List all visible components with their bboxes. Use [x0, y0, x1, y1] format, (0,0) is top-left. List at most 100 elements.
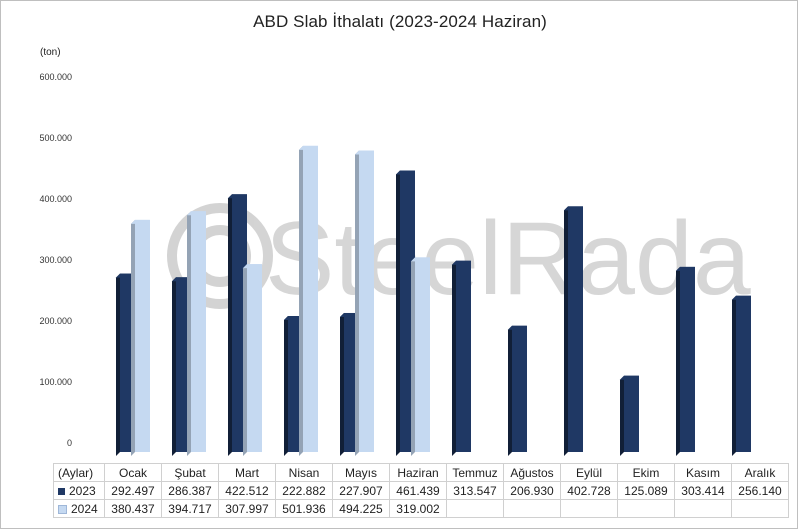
y-tick-label: 0 [67, 438, 72, 448]
bar-2023-Temmuz [452, 260, 471, 456]
bar-side-face [131, 219, 135, 456]
data-label: 313.547 [446, 481, 504, 500]
category-label: Temmuz [446, 463, 504, 482]
category-label: Mart [218, 463, 276, 482]
bar-front-face [247, 264, 262, 452]
category-label: Haziran [389, 463, 447, 482]
bar-2023-Kasım [676, 266, 695, 456]
category-label: Ekim [617, 463, 675, 482]
bar-side-face [396, 170, 400, 456]
y-tick-label: 200.000 [39, 316, 72, 326]
series-2023-name: 2023 [53, 481, 105, 500]
y-tick-label: 100.000 [39, 377, 72, 387]
data-label: 501.936 [275, 499, 333, 518]
bar-side-face [284, 316, 288, 456]
data-label [674, 499, 732, 518]
legend-key-2024 [58, 504, 67, 514]
table-header-row: (Aylar) Ocak Şubat Mart Nisan Mayıs Haziran Te… [53, 463, 789, 482]
bar-front-face [680, 266, 695, 452]
y-tick-label: 400.000 [39, 194, 72, 204]
bar-2024-Şubat [187, 211, 206, 456]
bar-side-face [340, 312, 344, 456]
category-label: Mayıs [332, 463, 390, 482]
bar-front-face [568, 206, 583, 452]
bar-side-face [411, 257, 415, 456]
bar-2023-Aralık [732, 295, 751, 456]
y-tick-label: 500.000 [39, 133, 72, 143]
bar-2024-Mayıs [355, 150, 374, 456]
data-label [446, 499, 504, 518]
series-name-label: 2024 [71, 501, 98, 516]
data-label: 319.002 [389, 499, 447, 518]
category-label: Kasım [674, 463, 732, 482]
bar-front-face [135, 219, 150, 452]
category-label: Ocak [104, 463, 162, 482]
category-label: Şubat [161, 463, 219, 482]
bar-front-face [359, 150, 374, 452]
series-2024-name: 2024 [53, 499, 105, 518]
bar-front-face [736, 295, 751, 452]
bar-front-face [456, 260, 471, 452]
bar-side-face [620, 375, 624, 456]
data-label: 286.387 [161, 481, 219, 500]
data-label: 227.907 [332, 481, 390, 500]
bar-side-face [299, 145, 303, 457]
data-table: (Aylar) Ocak Şubat Mart Nisan Mayıs Haziran Te… [53, 463, 789, 518]
data-label: 380.437 [104, 499, 162, 518]
chart-title: ABD Slab İthalatı (2023-2024 Haziran) [253, 12, 547, 31]
data-label: 422.512 [218, 481, 276, 500]
y-tick-label: 300.000 [39, 255, 72, 265]
bar-side-face [243, 264, 247, 456]
data-label: 394.717 [161, 499, 219, 518]
bar-front-face [624, 375, 639, 452]
bar-2024-Mart [243, 264, 262, 456]
data-label: 402.728 [560, 481, 618, 500]
category-label: Aralık [731, 463, 789, 482]
bar-2023-Ağustos [508, 325, 527, 456]
legend-key-2023 [58, 487, 65, 495]
data-label: 307.997 [218, 499, 276, 518]
bar-side-face [564, 206, 568, 456]
category-label: Ağustos [503, 463, 561, 482]
data-label: 222.882 [275, 481, 333, 500]
bar-side-face [355, 150, 359, 456]
data-label: 461.439 [389, 481, 447, 500]
bar-2023-Eylül [564, 206, 583, 456]
bar-side-face [452, 260, 456, 456]
unit-label: (ton) [40, 47, 61, 58]
bar-side-face [116, 273, 120, 456]
data-label [503, 499, 561, 518]
table-row-2023: 2023 292.497 286.387 422.512 222.882 227.907… [53, 481, 789, 500]
bar-2024-Nisan [299, 145, 318, 457]
bar-side-face [732, 295, 736, 456]
data-label [617, 499, 675, 518]
data-label [560, 499, 618, 518]
data-label: 303.414 [674, 481, 732, 500]
bar-2024-Haziran [411, 257, 430, 456]
data-label: 125.089 [617, 481, 675, 500]
data-label [731, 499, 789, 518]
table-corner-label: (Aylar) [53, 463, 105, 482]
bar-side-face [228, 194, 232, 456]
data-label: 206.930 [503, 481, 561, 500]
bar-front-face [512, 325, 527, 452]
bar-side-face [508, 325, 512, 456]
bar-front-face [191, 211, 206, 452]
y-tick-label: 600.000 [39, 72, 72, 82]
bar-side-face [187, 211, 191, 456]
bar-front-face [415, 257, 430, 452]
table-row-2024: 2024 380.437 394.717 307.997 501.936 494.225… [53, 499, 789, 518]
category-label: Nisan [275, 463, 333, 482]
data-label: 256.140 [731, 481, 789, 500]
bar-2023-Ekim [620, 375, 639, 456]
series-name-label: 2023 [69, 483, 96, 498]
data-label: 494.225 [332, 499, 390, 518]
category-label: Eylül [560, 463, 618, 482]
bar-2024-Ocak [131, 219, 150, 456]
bar-front-face [303, 145, 318, 453]
bar-side-face [172, 277, 176, 456]
bar-side-face [676, 266, 680, 456]
data-label: 292.497 [104, 481, 162, 500]
